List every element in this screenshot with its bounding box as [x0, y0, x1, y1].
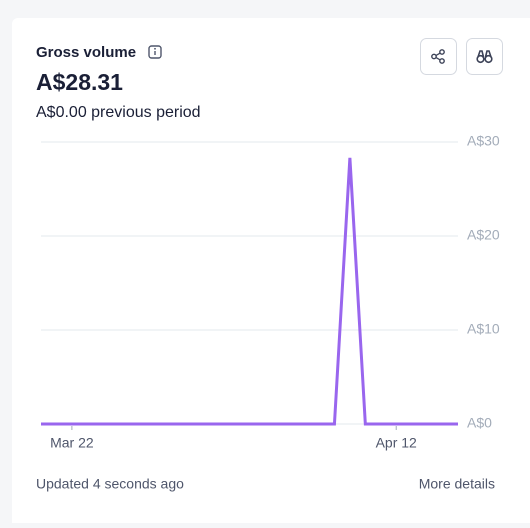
card-title: Gross volume [36, 44, 136, 61]
more-details[interactable]: More details [419, 476, 495, 492]
y-tick-label: A$10 [467, 321, 500, 337]
card-bg [12, 18, 530, 528]
y-tick-label: A$0 [467, 415, 492, 431]
amount: A$28.31 [36, 69, 123, 95]
updated-text: Updated 4 seconds ago [36, 476, 184, 492]
explore-button[interactable] [466, 38, 503, 75]
share-button[interactable] [420, 38, 457, 75]
y-tick-label: A$20 [467, 227, 500, 243]
previous-period: A$0.00 previous period [36, 104, 201, 121]
x-tick-label: Apr 12 [376, 435, 417, 451]
y-tick-label: A$30 [467, 133, 500, 149]
data-line [41, 157, 458, 426]
info-icon[interactable] [148, 45, 162, 59]
x-tick-label: Mar 22 [50, 435, 94, 451]
